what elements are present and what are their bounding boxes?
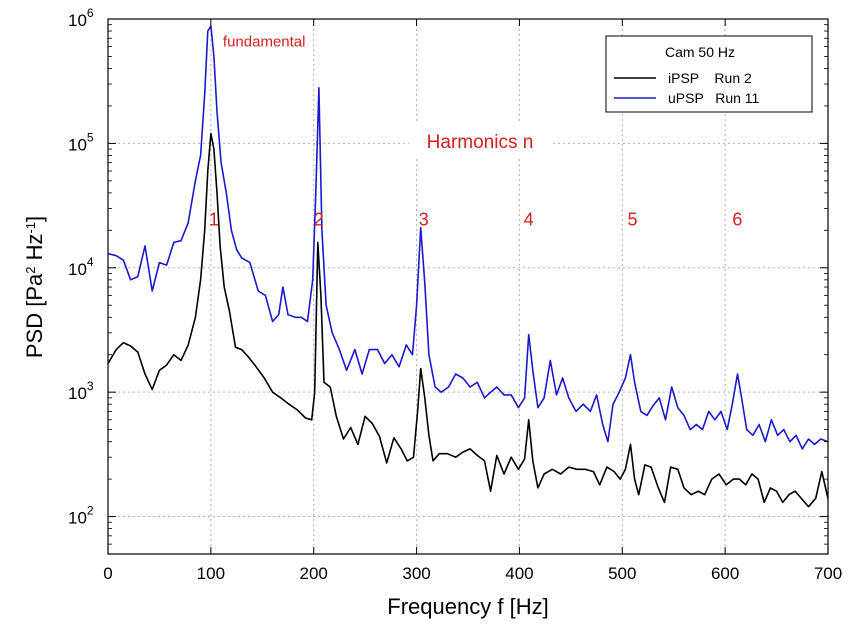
x-tick-label: 300	[402, 564, 430, 583]
x-tick-label: 200	[300, 564, 328, 583]
y-axis-title: PSD [Pa2 Hz-1]	[22, 216, 47, 358]
y-tick-label: 105	[68, 130, 94, 154]
harmonic-number-label: 2	[314, 209, 324, 229]
series-layer	[107, 25, 829, 508]
legend-title: Cam 50 Hz	[665, 44, 735, 60]
x-tick-label: 400	[505, 564, 533, 583]
legend-label-ipsp: iPSP Run 2	[668, 70, 752, 86]
harmonic-number-label: 5	[628, 209, 638, 229]
y-tick-label: 104	[68, 255, 94, 279]
x-tick-label: 0	[103, 564, 112, 583]
plot-frame	[107, 18, 829, 555]
y-tick-label: 103	[68, 379, 94, 403]
series-line-upsp	[107, 25, 829, 450]
harmonic-number-label: 1	[209, 209, 219, 229]
y-tick-label: 102	[68, 504, 94, 528]
harmonic-number-label: 6	[732, 209, 742, 229]
legend: Cam 50 Hz iPSP Run 2 uPSP Run 11	[605, 35, 813, 113]
x-axis-title: Frequency f [Hz]	[387, 594, 548, 619]
harmonics-label-box	[409, 124, 551, 158]
harmonic-number-label: 4	[524, 209, 534, 229]
series-line-ipsp	[107, 132, 829, 508]
fundamental-label: fundamental	[223, 33, 306, 50]
harmonic-number-label: 3	[419, 209, 429, 229]
harmonics-label: Harmonics n	[427, 132, 534, 153]
axis-ticks: 0 100 200 300 400 500 600 700 102 103 104 105 106	[68, 6, 842, 583]
legend-box	[605, 35, 813, 113]
y-tick-label: 106	[68, 6, 94, 30]
x-tick-label: 100	[197, 564, 225, 583]
x-tick-label: 700	[814, 564, 842, 583]
x-tick-label: 600	[711, 564, 739, 583]
annotations: fundamental 1 2 3 4 5 6	[209, 33, 743, 229]
x-tick-label: 500	[608, 564, 636, 583]
legend-label-upsp: uPSP Run 11	[668, 90, 760, 106]
